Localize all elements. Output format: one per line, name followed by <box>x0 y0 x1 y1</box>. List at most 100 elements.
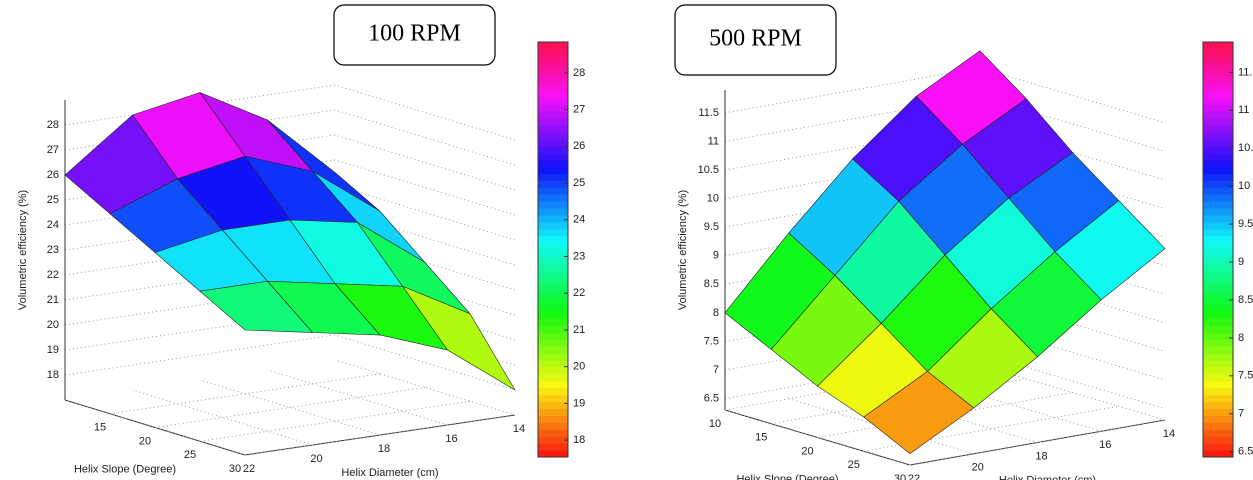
colorbar-segment <box>1203 304 1233 313</box>
colorbar-segment <box>1203 173 1233 181</box>
colorbar-segment <box>538 443 568 451</box>
x-axis-label: Helix Slope (Degree) <box>74 463 176 475</box>
colorbar-segment <box>538 408 568 416</box>
x-tick-label: 20 <box>801 445 813 457</box>
z-tick-label: 10.5 <box>698 164 719 176</box>
grid-line <box>64 159 516 216</box>
x-axis-label: Helix Slope (Degree) <box>736 473 838 480</box>
colorbar-tick-label: 7.5 <box>1238 370 1253 382</box>
colorbar-segment <box>538 187 568 195</box>
colorbar-segment <box>1203 367 1233 375</box>
colorbar-segment <box>1203 346 1233 354</box>
colorbar-segment <box>1203 422 1233 430</box>
colorbar-segment <box>538 228 568 237</box>
surface-chart: 6.5 7 7.5 8 8.5 9 9.5 10 10.5 11 11.5 10 15 20 25 30 14 1… <box>674 4 1253 480</box>
colorbar-frame <box>1202 41 1234 458</box>
colorbar-tick-label: 8 <box>1238 332 1244 344</box>
colorbar-segment <box>538 277 568 285</box>
z-tick-label: 9.5 <box>704 221 719 233</box>
colorbar-segment <box>538 422 568 430</box>
x-tick-label: 30 <box>894 473 906 480</box>
colorbar-segment <box>538 436 568 444</box>
colorbar-frame <box>537 41 569 458</box>
grid-line <box>109 373 381 415</box>
colorbar-segment <box>1203 235 1233 244</box>
colorbar-segment <box>538 83 568 91</box>
colorbar-segment <box>538 173 568 181</box>
colorbar-segment <box>1203 97 1233 105</box>
y-tick-label: 22 <box>243 463 255 475</box>
colorbar-segment <box>1203 90 1233 98</box>
colorbar-tick-label: 27 <box>573 103 585 115</box>
colorbar-segment <box>538 360 568 368</box>
colorbar-tick-label: 20 <box>573 361 585 373</box>
z-tick-label: 25 <box>47 194 59 206</box>
y-axis-label: Helix Diameter (cm) <box>341 467 438 479</box>
colorbar-tick-label: 6.5 <box>1238 446 1253 458</box>
colorbar-segment <box>538 97 568 105</box>
colorbar-segment <box>538 297 568 306</box>
z-tick-label: 26 <box>47 169 59 181</box>
colorbar-segment <box>1203 277 1233 285</box>
colorbar-segment <box>1203 297 1233 306</box>
colorbar-segment <box>1203 401 1233 410</box>
surface-chart: 18 19 20 21 22 23 24 25 26 27 28 15 20 25 30 14 16 18 20 22… <box>17 4 585 479</box>
grid-line <box>64 134 516 191</box>
colorbar-segment <box>538 208 568 216</box>
colorbar-segment <box>1203 415 1233 423</box>
colorbar-segment <box>538 304 568 313</box>
colorbar-segment <box>1203 353 1233 361</box>
colorbar-segment <box>538 450 568 458</box>
y-tick-label: 16 <box>445 433 457 445</box>
colorbar-segment <box>538 284 568 292</box>
colorbar-segment <box>1203 256 1233 264</box>
colorbar-tick-label: 19 <box>573 397 585 409</box>
grid-line <box>199 400 471 442</box>
colorbar-tick-label: 11 <box>1238 104 1249 116</box>
colorbar-tick-label: 8.5 <box>1238 294 1253 306</box>
colorbar-segment <box>538 125 568 133</box>
colorbar-segment <box>538 76 568 84</box>
colorbar-segment <box>538 180 568 188</box>
colorbar-segment <box>1203 450 1233 458</box>
y-tick-label: 18 <box>1035 450 1047 462</box>
z-tick-label: 24 <box>47 219 59 231</box>
colorbar-segment <box>1203 360 1233 368</box>
grid-line <box>199 379 381 436</box>
colorbar-segment <box>538 394 568 403</box>
colorbar-segment <box>1203 228 1233 237</box>
z-tick-label: 11 <box>708 135 719 147</box>
colorbar-segment <box>1203 332 1233 340</box>
colorbar-segment <box>538 48 568 57</box>
colorbar-segment <box>1203 69 1233 78</box>
colorbar-segment <box>1203 394 1233 403</box>
z-tick-label: 7 <box>713 364 719 376</box>
y-tick-label: 20 <box>310 453 322 465</box>
colorbar-segment <box>1203 131 1233 140</box>
colorbar-segment <box>1203 208 1233 216</box>
z-tick-label: 9 <box>713 250 719 262</box>
colorbar-tick-label: 10.5 <box>1238 142 1253 154</box>
colorbar-segment <box>538 194 568 202</box>
colorbar-segment <box>1203 145 1233 154</box>
colorbar-segment <box>538 429 568 437</box>
colorbar-segment <box>1203 76 1233 84</box>
colorbar-segment <box>538 380 568 389</box>
grid-line <box>64 334 516 391</box>
colorbar-segment <box>1203 380 1233 389</box>
colorbar-tick-label: 18 <box>573 434 585 446</box>
colorbar-segment <box>1203 284 1233 292</box>
x-tick-label: 20 <box>139 435 151 447</box>
colorbar-segment <box>1203 408 1233 416</box>
x-tick-label: 15 <box>755 432 767 444</box>
colorbar-segment <box>538 374 568 382</box>
grid-line <box>334 359 516 416</box>
colorbar-segment <box>538 346 568 354</box>
z-axis-label: Volumetric efficiency (%) <box>17 190 29 310</box>
z-tick-label: 19 <box>47 344 59 356</box>
x-tick-label: 15 <box>94 422 106 434</box>
colorbar-segment <box>538 145 568 154</box>
x-tick-label: 10 <box>709 418 721 430</box>
colorbar-segment <box>538 387 568 396</box>
colorbar-segment <box>538 242 568 250</box>
